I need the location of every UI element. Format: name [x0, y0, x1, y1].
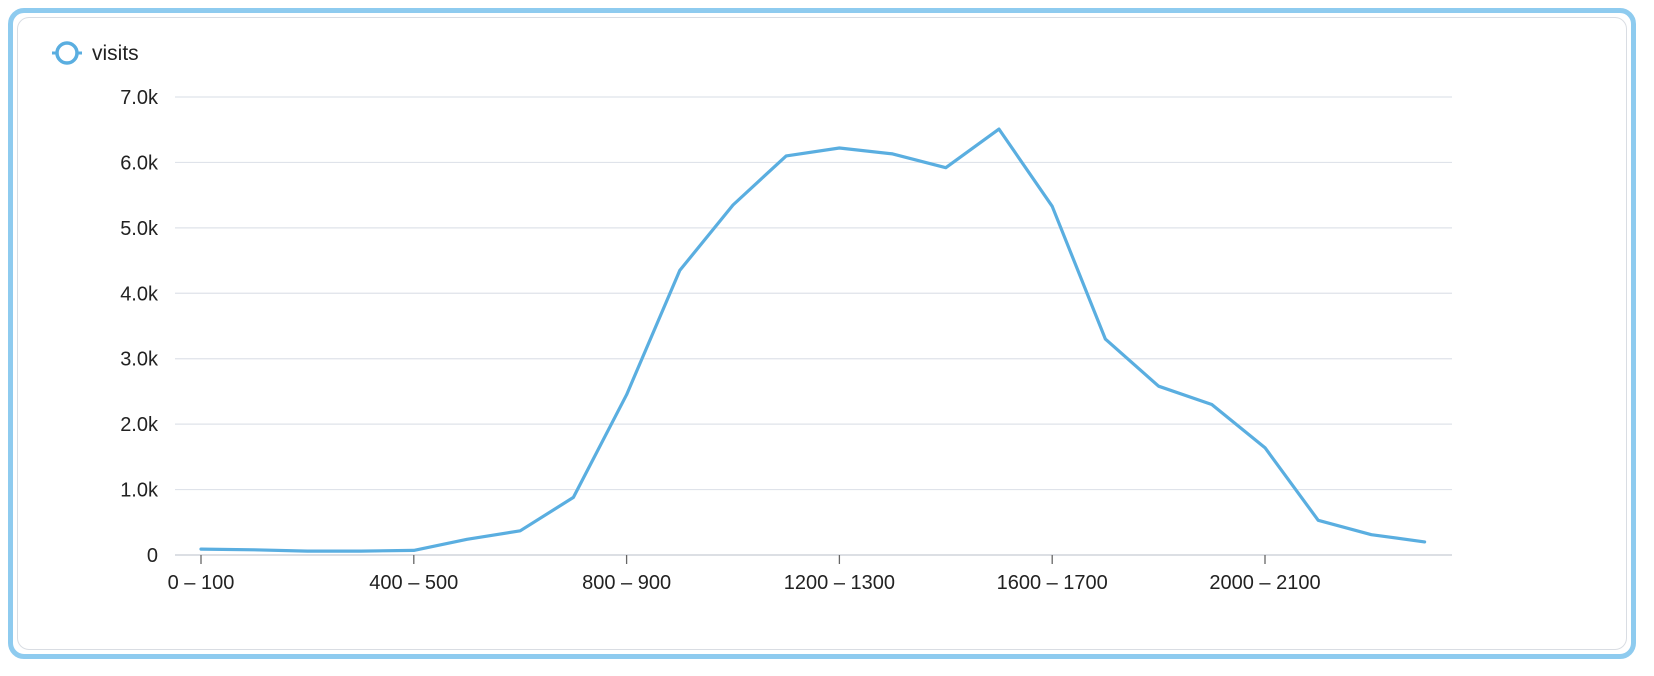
y-tick-label: 5.0k [120, 218, 159, 240]
y-tick-label: 3.0k [120, 349, 159, 371]
circle-legend-icon [55, 41, 79, 65]
x-tick-label: 0 – 100 [168, 572, 235, 594]
y-tick-label: 7.0k [120, 87, 159, 109]
y-gridlines [175, 96, 1452, 556]
x-axis: 0 – 100 400 – 500 800 – 900 1200 – 1300 1600… [168, 555, 1321, 594]
series-line-visits[interactable] [199, 127, 1427, 553]
x-tick-label: 800 – 900 [582, 572, 671, 594]
y-tick-label: 2.0k [120, 414, 159, 436]
series-visits [199, 127, 1427, 553]
y-tick-label: 0 [147, 545, 158, 567]
chart-legend[interactable]: visits [52, 41, 139, 65]
x-tick-label: 1200 – 1300 [784, 572, 895, 594]
y-tick-label: 1.0k [120, 480, 159, 502]
x-tick-label: 1600 – 1700 [997, 572, 1108, 594]
x-tick-label: 2000 – 2100 [1209, 572, 1320, 594]
y-tick-label: 6.0k [120, 152, 159, 174]
y-tick-label: 4.0k [120, 283, 159, 305]
legend-label: visits [92, 42, 139, 65]
y-axis: 0 1.0k 2.0k 3.0k 4.0k 5.0k 6.0k 7.0k [120, 87, 159, 567]
x-tick-label: 400 – 500 [369, 572, 458, 594]
chart-card-inner [17, 17, 1627, 650]
